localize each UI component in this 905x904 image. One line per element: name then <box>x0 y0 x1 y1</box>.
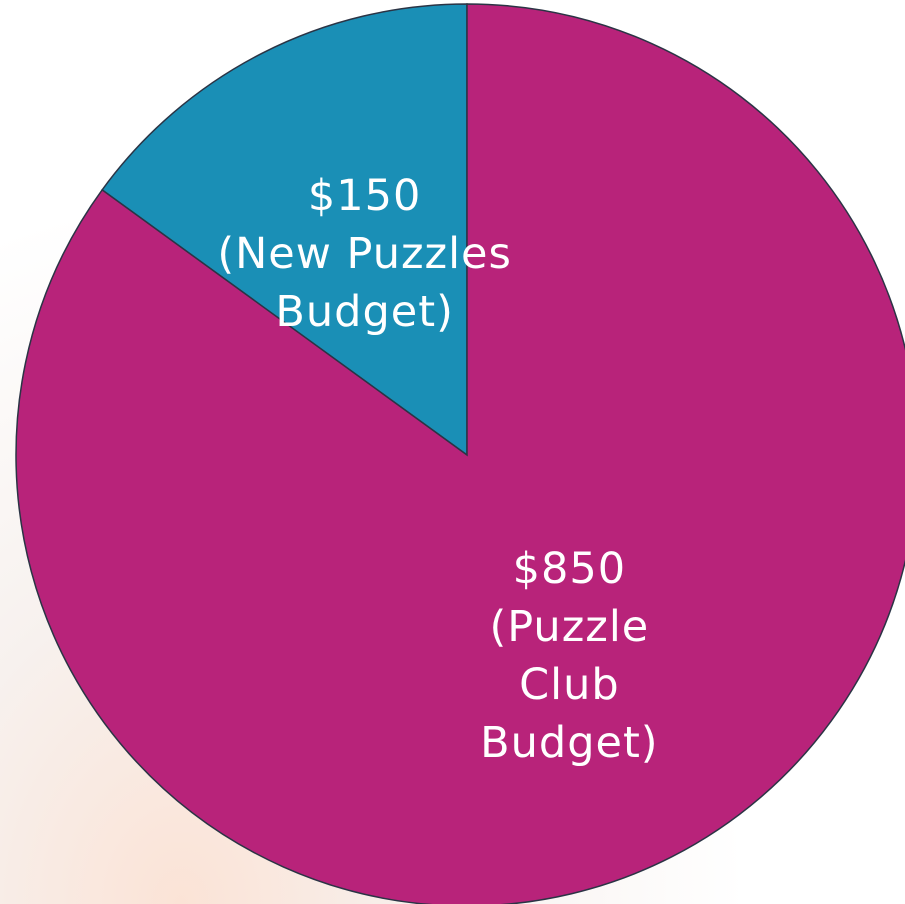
pie-slice <box>15 3 905 904</box>
category-label: (Puzzle Club Budget) <box>480 601 659 768</box>
slice-label: $150 (New Puzzles Budget) <box>190 167 540 341</box>
pie-slice <box>101 3 468 457</box>
slice-label: $850 (Puzzle Club Budget) <box>469 540 669 772</box>
value-label: $850 <box>512 543 627 594</box>
value-label: $150 <box>307 170 422 221</box>
category-label: (New Puzzles Budget) <box>217 229 512 338</box>
